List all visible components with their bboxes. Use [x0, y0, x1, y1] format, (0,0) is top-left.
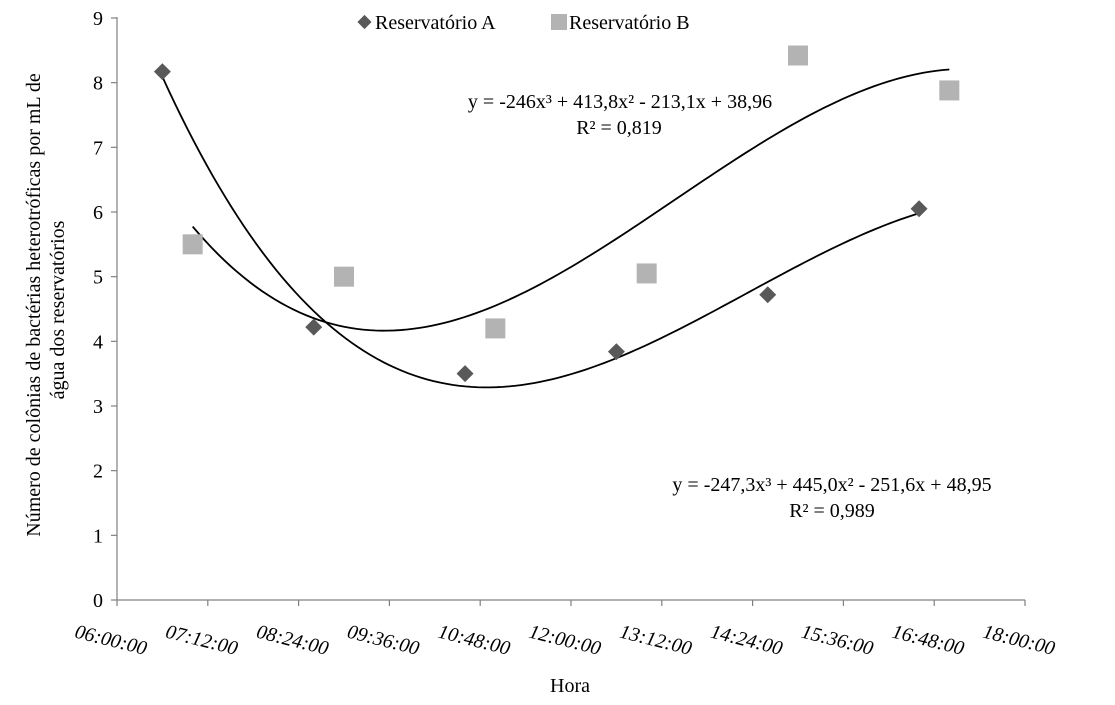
- point-reservatorio-b: [788, 45, 808, 66]
- y-tick-label: 1: [93, 525, 103, 547]
- trendline-series-2: [191, 68, 950, 332]
- point-reservatorio-b: [939, 80, 960, 101]
- y-tick-labels: 0 1 2 3 4 5 6 7 8 9: [93, 8, 103, 612]
- point-reservatorio-b: [182, 234, 203, 255]
- point-reservatorio-a: [305, 318, 323, 336]
- trendline-series-1: [161, 76, 920, 389]
- x-tick-label: 10:48:00: [436, 621, 512, 660]
- x-tick-label: 13:12:00: [617, 621, 693, 660]
- point-reservatorio-b: [485, 318, 506, 339]
- y-tick-label: 4: [93, 331, 103, 353]
- x-tick-label: 14:24:00: [708, 621, 784, 660]
- legend-marker-reservatorio-b: [551, 14, 567, 30]
- x-tick-label: 06:00:00: [73, 621, 149, 660]
- y-tick-label: 2: [93, 461, 103, 483]
- y-tick-label: 9: [93, 8, 103, 30]
- trendline-a-r2: R² = 0,989: [789, 500, 875, 522]
- trendline-b-r2: R² = 0,819: [576, 117, 662, 139]
- trendline-a-label: y = -247,3x³ + 445,0x² - 251,6x + 48,95 …: [672, 474, 991, 522]
- point-reservatorio-a: [456, 365, 474, 383]
- legend-marker-reservatorio-a: [357, 14, 372, 30]
- x-tick-label: 15:36:00: [799, 621, 875, 660]
- x-tick-label: 18:00:00: [981, 621, 1057, 660]
- point-reservatorio-a: [910, 200, 928, 218]
- x-tick-labels: 06:00:00 07:12:00 08:24:00 09:36:00 10:48:00…: [73, 621, 1057, 660]
- y-tick-label: 8: [93, 73, 103, 95]
- x-tick-label: 08:24:00: [254, 621, 330, 660]
- legend-label-reservatorio-b: Reservatório B: [569, 12, 690, 34]
- x-axis-label: Hora: [550, 675, 590, 697]
- y-tick-label: 5: [93, 267, 103, 289]
- y-tick-label: 0: [93, 590, 103, 612]
- axes: [111, 17, 1026, 606]
- y-tick-label: 3: [93, 396, 103, 418]
- legend-label-reservatorio-a: Reservatório A: [375, 12, 496, 34]
- trendline-b-equation: y = -246x³ + 413,8x² - 213,1x + 38,96: [468, 91, 772, 113]
- point-reservatorio-b: [636, 263, 657, 284]
- y-axis-label-line-1: Número de colônias de bactérias heterotr…: [23, 73, 45, 537]
- point-reservatorio-a: [759, 286, 777, 304]
- trendline-a-equation: y = -247,3x³ + 445,0x² - 251,6x + 48,95: [672, 474, 991, 496]
- trendline-b-label: y = -246x³ + 413,8x² - 213,1x + 38,96 R²…: [468, 91, 772, 139]
- y-tick-label: 7: [93, 137, 103, 159]
- data-points: [153, 45, 960, 383]
- point-reservatorio-a: [607, 343, 625, 361]
- x-tick-label: 09:36:00: [345, 621, 421, 660]
- y-axis-label-line-2: água dos reservatórios: [47, 220, 69, 399]
- x-tick-label: 12:00:00: [527, 621, 603, 660]
- point-reservatorio-b: [334, 266, 354, 287]
- point-reservatorio-a: [153, 63, 171, 81]
- x-tick-label: 16:48:00: [890, 621, 966, 660]
- y-axis-label: Número de colônias de bactérias heterotr…: [23, 73, 69, 537]
- trendlines: [161, 68, 950, 389]
- y-tick-label: 6: [93, 202, 103, 224]
- x-tick-label: 07:12:00: [163, 621, 239, 660]
- legend: Reservatório A Reservatório B: [357, 12, 690, 34]
